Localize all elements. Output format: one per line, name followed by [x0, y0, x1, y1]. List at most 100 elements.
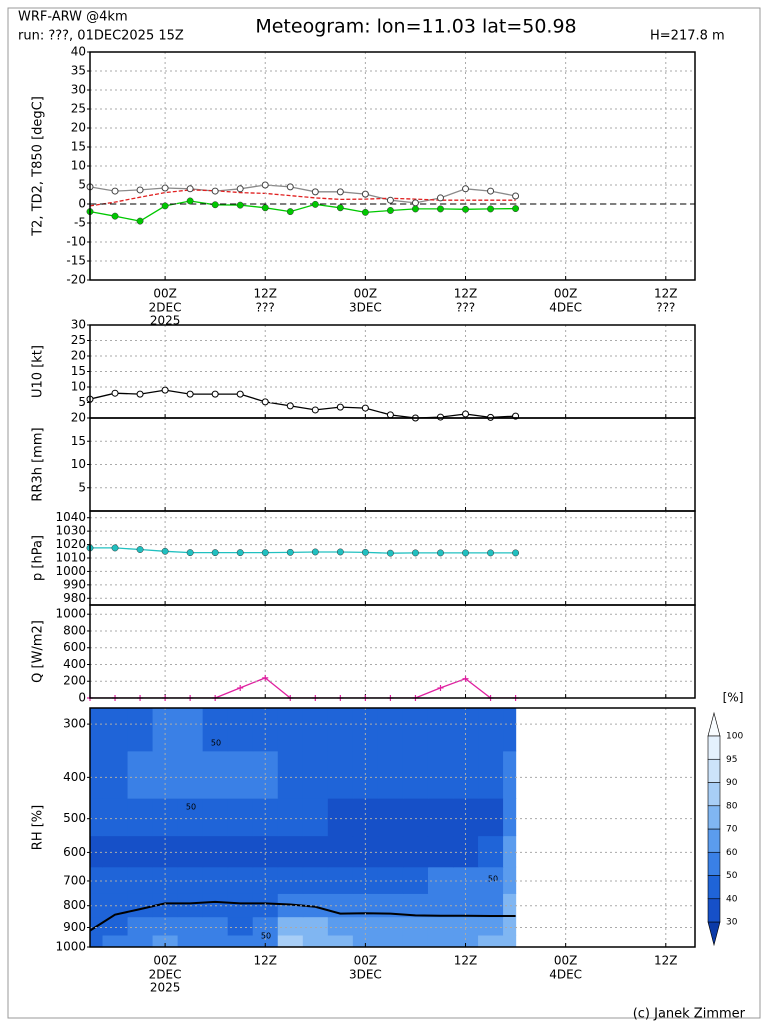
rh-cell: [352, 916, 379, 936]
rh-cell: [202, 708, 229, 752]
y-tick-label: 1000: [55, 940, 86, 954]
rh-cell: [327, 798, 354, 837]
run-label: run: ???, 01DEC2025 15Z: [18, 29, 184, 44]
y-tick-label: 15: [71, 434, 86, 448]
rh-cell: [90, 934, 104, 947]
point: [261, 549, 269, 557]
rh-cell: [402, 916, 429, 936]
rh-cell: [478, 835, 504, 868]
x-tick-sublabel: 2DEC: [149, 301, 182, 315]
point: [361, 548, 369, 556]
rh-cell: [102, 798, 129, 837]
rh-cell: [327, 708, 354, 752]
rh-cell: [427, 934, 454, 947]
y-tick-label: 600: [63, 845, 86, 859]
point: [236, 549, 244, 557]
y-tick-label: -10: [66, 235, 86, 249]
y-tick-label: 30: [71, 83, 86, 97]
colorbar-tick-label: 40: [726, 894, 738, 904]
colorbar-bin: [707, 758, 721, 783]
panel-frame: [89, 604, 696, 699]
rh-cell: [277, 798, 304, 837]
rh-cell: [127, 866, 154, 894]
rh-cell: [102, 866, 129, 894]
rh-cell: [377, 798, 404, 837]
y-tick-label: 20: [71, 349, 86, 363]
point: [462, 205, 469, 213]
y-tick-label: 1000: [55, 607, 86, 621]
point: [261, 181, 269, 189]
point: [161, 184, 169, 192]
series-line: [90, 200, 516, 222]
y-tick-label: -20: [66, 273, 86, 287]
rh-cell: [127, 934, 154, 947]
colorbar-bin: [707, 782, 721, 807]
contour-label: 50: [186, 803, 196, 812]
point: [236, 185, 244, 193]
point: [186, 549, 194, 557]
rh-cell: [352, 835, 379, 868]
colorbar-bin: [707, 805, 721, 830]
point: [111, 544, 119, 552]
rh-cell: [277, 835, 304, 868]
point: [437, 549, 444, 557]
x-tick-label: 00Z: [153, 287, 177, 301]
rh-cell: [402, 798, 429, 837]
rh-cell: [377, 708, 404, 752]
point: [512, 205, 520, 213]
x-tick-label: 12Z: [654, 954, 678, 968]
rh-cell: [503, 934, 517, 947]
rh-cell: [302, 835, 329, 868]
point: [361, 208, 369, 216]
contour-label: 50: [211, 739, 221, 748]
colorbar-tick-label: 80: [726, 801, 738, 811]
point: [236, 201, 244, 209]
point: [311, 188, 319, 196]
point: [512, 192, 520, 200]
rh-cell: [277, 750, 304, 799]
point: [211, 390, 219, 398]
point: [487, 549, 495, 557]
rh-cell: [427, 916, 454, 936]
colorbar-tick-label: 30: [726, 918, 738, 928]
point: [311, 200, 319, 208]
y-axis-label: T2, TD2, T850 [degC]: [31, 96, 46, 237]
point: [261, 398, 269, 406]
panel-frame: [89, 51, 696, 281]
rh-cell: [90, 835, 104, 868]
series-line: [90, 900, 516, 932]
point: [411, 205, 419, 213]
rh-cell: [202, 798, 229, 837]
plot-area: [90, 677, 516, 698]
y-tick-label: 20: [71, 121, 86, 135]
rh-cell: [402, 866, 429, 894]
plot-area: 50 50 50 50: [90, 708, 517, 947]
x-tick-label: 12Z: [654, 287, 678, 301]
y-tick-label: 700: [63, 873, 86, 887]
rh-cell: [503, 708, 517, 752]
x-tick-sublabel: 3DEC: [349, 968, 382, 982]
point: [136, 217, 144, 225]
model-label: WRF-ARW @4km: [18, 10, 128, 25]
rh-cell: [177, 934, 204, 947]
rh-cell: [277, 916, 304, 936]
y-tick-label: 1010: [55, 551, 86, 565]
rh-cell: [277, 708, 304, 752]
rh-cell: [252, 835, 279, 868]
point: [186, 197, 194, 205]
rh-cell: [427, 750, 454, 799]
rh-cell: [302, 798, 329, 837]
footer: (c) Janek Zimmer: [633, 1007, 746, 1022]
rh-cell: [227, 708, 254, 752]
colorbar-tick-label: 70: [726, 825, 738, 835]
rh-cell: [503, 750, 517, 799]
y-tick-label: -5: [74, 216, 86, 230]
panel-frame: [89, 707, 696, 948]
y-tick-label: 0: [78, 197, 86, 211]
rh-cell: [377, 934, 404, 947]
x-tick-sublabel: 2025: [150, 314, 181, 328]
rh-cell: [427, 866, 454, 894]
contour-label: 50: [261, 932, 271, 941]
point: [286, 548, 294, 556]
point: [161, 386, 169, 394]
